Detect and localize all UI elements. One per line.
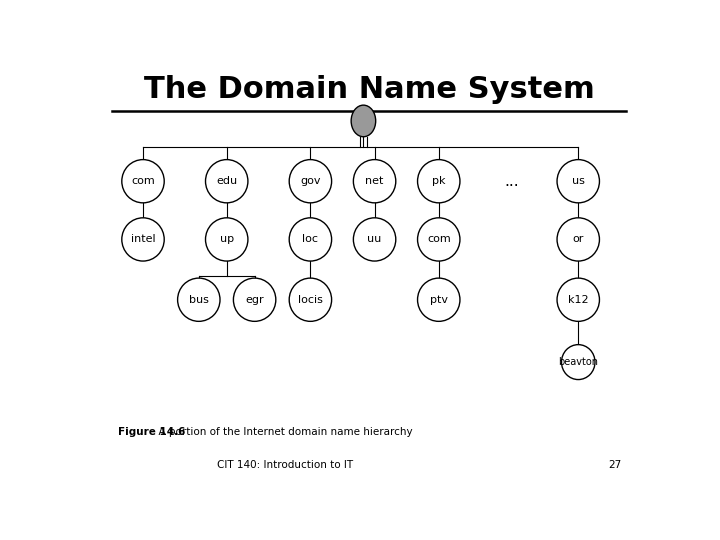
Text: 27: 27 bbox=[608, 460, 621, 470]
Text: k12: k12 bbox=[568, 295, 588, 305]
Text: gov: gov bbox=[300, 176, 320, 186]
Text: uu: uu bbox=[367, 234, 382, 245]
Text: A portion of the Internet domain name hierarchy: A portion of the Internet domain name hi… bbox=[153, 427, 413, 436]
Ellipse shape bbox=[418, 160, 460, 203]
Ellipse shape bbox=[557, 218, 600, 261]
Ellipse shape bbox=[233, 278, 276, 321]
Ellipse shape bbox=[351, 105, 376, 137]
Ellipse shape bbox=[122, 160, 164, 203]
Text: or: or bbox=[572, 234, 584, 245]
Text: Figure 14.6: Figure 14.6 bbox=[118, 427, 185, 436]
Text: The Domain Name System: The Domain Name System bbox=[143, 75, 595, 104]
Text: ...: ... bbox=[504, 174, 518, 188]
Text: com: com bbox=[427, 234, 451, 245]
Text: up: up bbox=[220, 234, 234, 245]
Text: locis: locis bbox=[298, 295, 323, 305]
Ellipse shape bbox=[205, 160, 248, 203]
Ellipse shape bbox=[354, 160, 396, 203]
Ellipse shape bbox=[289, 278, 332, 321]
Text: loc: loc bbox=[302, 234, 318, 245]
Ellipse shape bbox=[418, 278, 460, 321]
Text: com: com bbox=[131, 176, 155, 186]
Text: net: net bbox=[365, 176, 384, 186]
Ellipse shape bbox=[289, 218, 332, 261]
Ellipse shape bbox=[205, 218, 248, 261]
Ellipse shape bbox=[354, 218, 396, 261]
Text: edu: edu bbox=[216, 176, 238, 186]
Ellipse shape bbox=[122, 218, 164, 261]
Text: intel: intel bbox=[131, 234, 156, 245]
Ellipse shape bbox=[557, 160, 600, 203]
Text: egr: egr bbox=[246, 295, 264, 305]
Text: us: us bbox=[572, 176, 585, 186]
Text: bus: bus bbox=[189, 295, 209, 305]
Text: beavton: beavton bbox=[558, 357, 598, 367]
Ellipse shape bbox=[178, 278, 220, 321]
Text: ptv: ptv bbox=[430, 295, 448, 305]
Text: CIT 140: Introduction to IT: CIT 140: Introduction to IT bbox=[217, 460, 354, 470]
Text: pk: pk bbox=[432, 176, 446, 186]
Ellipse shape bbox=[289, 160, 332, 203]
Ellipse shape bbox=[562, 345, 595, 380]
Ellipse shape bbox=[557, 278, 600, 321]
Ellipse shape bbox=[418, 218, 460, 261]
